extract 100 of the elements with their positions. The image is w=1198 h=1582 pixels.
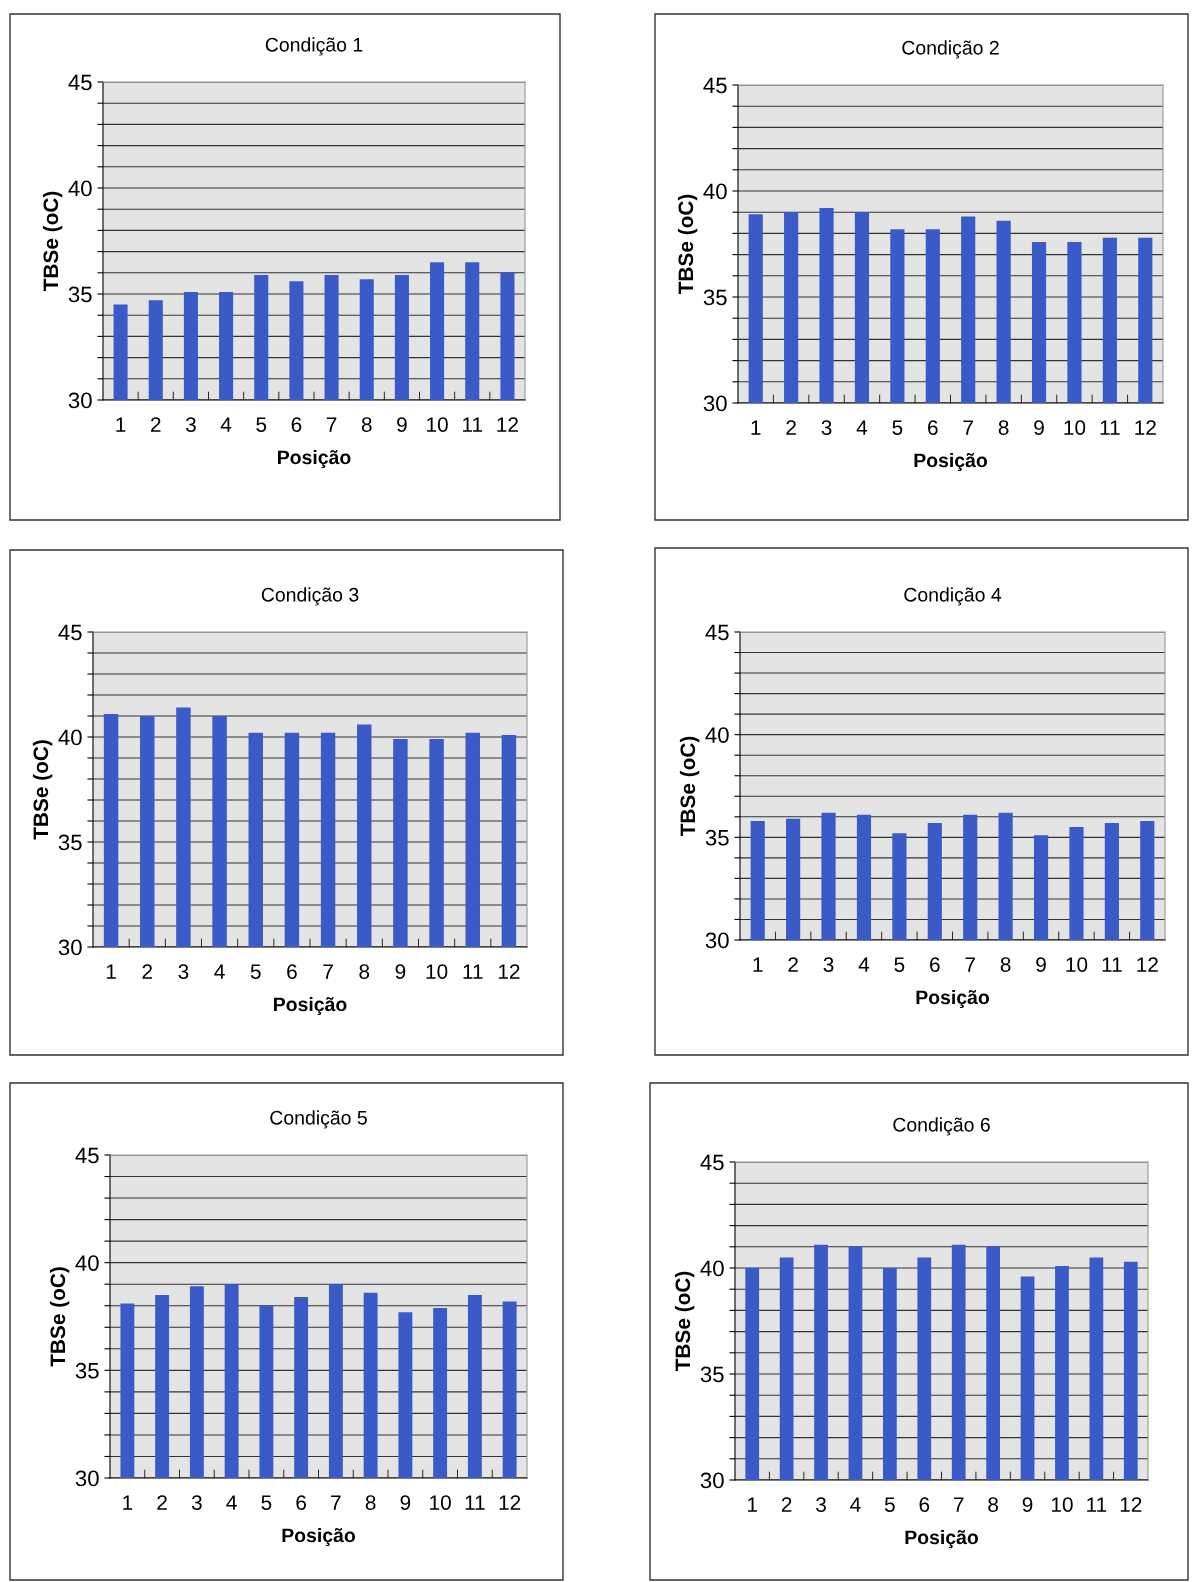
y-tick-label: 40: [58, 729, 82, 746]
x-tick-label: 2: [786, 420, 796, 435]
y-axis-title: TBSe (oC): [674, 1271, 695, 1372]
x-tick-label: 9: [400, 1495, 411, 1510]
y-tick-label: 30: [700, 1472, 724, 1489]
x-tick-label: 11: [465, 1495, 485, 1510]
x-tick-label: 4: [226, 1495, 237, 1510]
x-axis-title: Posição: [274, 996, 347, 1016]
y-axis-title: TBSe (oC): [42, 191, 63, 292]
x-tick-label: 5: [250, 964, 261, 979]
x-tick-label: 1: [106, 964, 116, 979]
y-tick-label: 45: [705, 624, 729, 641]
x-tick-label: 4: [220, 417, 232, 432]
x-tick-label: 9: [1034, 420, 1044, 435]
x-tick-label: 7: [326, 417, 337, 432]
x-tick-label: 6: [919, 1497, 930, 1512]
x-tick-label: 12: [1120, 1497, 1142, 1512]
x-tick-label: 4: [856, 420, 868, 435]
x-tick-label: 3: [178, 964, 189, 979]
x-tick-label: 8: [998, 420, 1009, 435]
y-tick-label: 35: [705, 829, 729, 846]
x-tick-label: 1: [123, 1495, 133, 1510]
x-tick-label: 5: [261, 1495, 272, 1510]
x-tick-label: 1: [753, 957, 763, 972]
x-tick-label: 7: [323, 964, 333, 979]
x-tick-label: 11: [463, 417, 483, 432]
chart-title: Condição 6: [893, 1117, 990, 1136]
x-tick-label: 2: [142, 964, 152, 979]
x-tick-label: 12: [499, 1495, 521, 1510]
x-tick-label: 8: [359, 964, 370, 979]
x-tick-label: 12: [1137, 957, 1158, 972]
x-tick-label: 11: [463, 964, 483, 979]
x-tick-label: 3: [191, 1495, 202, 1510]
x-tick-label: 5: [884, 1497, 895, 1512]
x-tick-label: 2: [157, 1495, 167, 1510]
y-tick-label: 40: [700, 1260, 724, 1277]
x-tick-label: 11: [1100, 420, 1120, 435]
x-tick-label: 8: [1000, 957, 1011, 972]
y-tick-label: 35: [700, 1366, 724, 1383]
x-tick-label: 5: [894, 957, 905, 972]
x-tick-label: 11: [1102, 957, 1122, 972]
y-tick-label: 30: [75, 1470, 99, 1487]
x-tick-label: 12: [497, 417, 518, 432]
x-tick-label: 6: [296, 1495, 306, 1510]
chart-title: Condição 4: [904, 587, 1002, 606]
x-axis-title: Posição: [914, 452, 988, 472]
x-tick-label: 7: [965, 957, 975, 972]
x-tick-label: 10: [426, 964, 448, 979]
x-tick-label: 2: [151, 417, 161, 432]
x-tick-label: 8: [361, 417, 372, 432]
x-tick-label: 2: [781, 1497, 792, 1512]
x-tick-label: 2: [788, 957, 798, 972]
y-axis-title: TBSe (oC): [32, 740, 53, 840]
x-axis-title: Posição: [278, 449, 351, 469]
chart-title: Condição 2: [902, 40, 999, 59]
y-tick-label: 35: [75, 1362, 99, 1379]
x-axis-title: Posição: [282, 1527, 356, 1547]
y-axis-title: TBSe (oC): [49, 1267, 70, 1367]
x-tick-label: 1: [116, 417, 126, 432]
x-tick-label: 9: [397, 417, 407, 432]
x-tick-label: 1: [751, 420, 761, 435]
x-tick-label: 10: [1066, 957, 1088, 972]
x-tick-label: 6: [291, 417, 302, 432]
x-tick-label: 3: [816, 1497, 826, 1512]
y-tick-label: 40: [75, 1255, 99, 1271]
x-tick-label: 3: [821, 420, 832, 435]
y-tick-label: 30: [703, 395, 727, 412]
x-tick-label: 9: [1036, 957, 1046, 972]
x-tick-label: 12: [1135, 420, 1156, 435]
x-tick-label: 12: [498, 964, 520, 979]
y-tick-label: 45: [703, 77, 727, 94]
x-axis-title: Posição: [916, 989, 990, 1009]
chart-title: Condição 1: [265, 37, 363, 56]
x-tick-label: 4: [858, 957, 870, 972]
x-tick-label: 10: [427, 417, 448, 432]
y-tick-label: 45: [700, 1154, 724, 1171]
x-tick-label: 11: [1087, 1497, 1107, 1512]
x-tick-label: 5: [892, 420, 903, 435]
x-tick-label: 8: [988, 1497, 999, 1512]
y-tick-label: 40: [68, 180, 92, 197]
x-tick-label: 6: [928, 420, 938, 435]
chart-title: Condição 5: [270, 1110, 367, 1129]
x-tick-label: 8: [365, 1495, 376, 1510]
x-tick-label: 6: [930, 957, 940, 972]
y-tick-label: 35: [703, 289, 727, 306]
x-tick-label: 6: [287, 964, 297, 979]
x-axis-title: Posição: [905, 1529, 979, 1549]
x-tick-label: 4: [214, 964, 225, 979]
y-tick-label: 40: [705, 727, 729, 743]
x-tick-label: 3: [823, 957, 834, 972]
y-tick-label: 30: [68, 392, 92, 409]
x-tick-label: 7: [953, 1497, 964, 1512]
x-tick-label: 9: [1022, 1497, 1033, 1512]
x-tick-label: 10: [1064, 420, 1086, 435]
x-tick-label: 3: [185, 417, 196, 432]
x-tick-label: 7: [963, 420, 973, 435]
chart-title: Condição 3: [261, 587, 359, 606]
x-tick-label: 5: [256, 417, 267, 432]
x-tick-label: 10: [1051, 1497, 1073, 1512]
y-tick-label: 45: [75, 1147, 99, 1164]
